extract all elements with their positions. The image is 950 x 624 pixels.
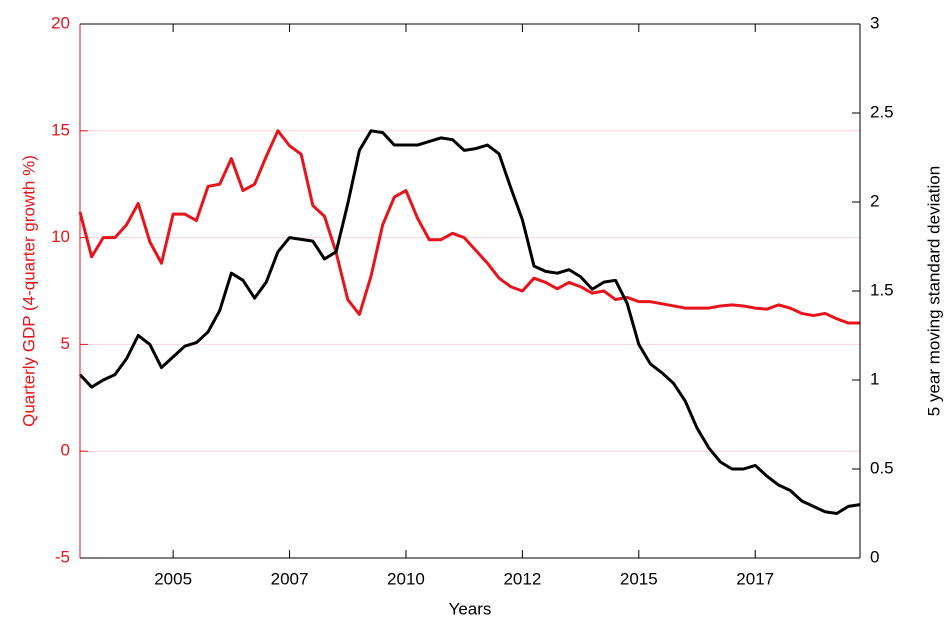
series-line xyxy=(78,129,861,515)
x-tick-label: 2015 xyxy=(620,569,658,588)
lines xyxy=(78,129,861,515)
y2-tick-label: 1 xyxy=(870,369,879,388)
y2-axis-label: 5 year moving standard deviation xyxy=(924,166,943,416)
y-axis-label: Quarterly GDP (4-quarter growth %) xyxy=(19,155,38,427)
y-tick-label: -5 xyxy=(55,547,70,566)
y-tick-label: 15 xyxy=(51,120,70,139)
y-tick-label: 0 xyxy=(61,441,70,460)
y-tick-label: 20 xyxy=(51,13,70,32)
x-tick-label: 2010 xyxy=(387,569,425,588)
y2-tick-label: 2 xyxy=(870,191,879,210)
x-tick-label: 2005 xyxy=(154,569,192,588)
series-line xyxy=(78,129,860,325)
x-tick-label: 2007 xyxy=(271,569,309,588)
y-tick-label: 5 xyxy=(61,334,70,353)
axes: -5 0 5 10 15 20 0 0.5 1 1.5 2 2.5 3 2005 2007 2010 2012 2… xyxy=(51,13,894,588)
y2-tick-label: 3 xyxy=(870,13,879,32)
y2-tick-label: 1.5 xyxy=(870,280,894,299)
y2-tick-label: 2.5 xyxy=(870,102,894,121)
x-tick-label: 2017 xyxy=(736,569,774,588)
y2-tick-label: 0.5 xyxy=(870,458,894,477)
y2-tick-label: 0 xyxy=(870,547,879,566)
x-axis-label: Years xyxy=(449,599,492,618)
x-tick-label: 2012 xyxy=(503,569,541,588)
y-tick-label: 10 xyxy=(51,227,70,246)
